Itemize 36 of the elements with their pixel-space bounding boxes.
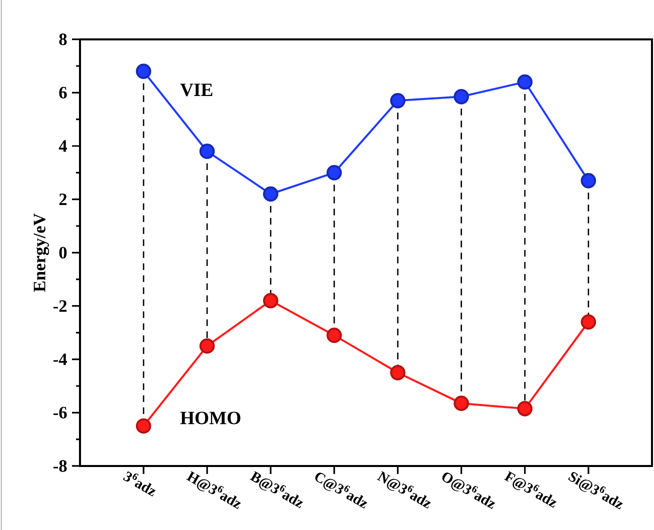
series-label: HOMO: [180, 412, 240, 424]
point: [454, 396, 469, 411]
x-tick-label: O@3$^{6}$adz: [442, 472, 496, 509]
x-tick-label: B@3$^{6}$adz: [250, 470, 304, 508]
point: [136, 64, 152, 79]
y-tick-label: -6: [53, 406, 67, 418]
series-label: VIE: [180, 84, 212, 96]
x-tick-label: C@3$^{6}$adz: [315, 472, 368, 509]
point: [199, 144, 215, 159]
point: [390, 92, 406, 108]
point: [454, 88, 469, 104]
y-tick-label: -4: [53, 354, 67, 366]
y-tick-label: 0: [59, 246, 67, 259]
y-tick-label: -2: [53, 300, 67, 312]
point: [517, 74, 533, 90]
point: [262, 292, 278, 308]
y-axis-title: Energy/eV: [34, 213, 50, 292]
y-tick-label: 8: [59, 33, 67, 46]
point: [580, 172, 596, 188]
point: [326, 328, 342, 343]
point: [199, 338, 215, 354]
x-tick-label: N@3$^{6}$adz: [376, 470, 431, 509]
y-tick-label: 4: [58, 140, 67, 152]
x-tick-label: F@3$^{6}$adz: [504, 470, 557, 508]
point: [136, 418, 152, 434]
point: [580, 314, 596, 330]
y-tick-label: -8: [53, 460, 67, 472]
y-tick-label: 2: [59, 194, 67, 206]
y-tick-label: 6: [59, 86, 67, 98]
point: [262, 186, 278, 202]
point: [390, 364, 406, 380]
x-tick-label: Si@3$^{6}$adz: [568, 472, 623, 510]
x-tick-label: 3$^{6}$adz: [123, 471, 156, 496]
x-tick-label: H@3$^{6}$adz: [186, 470, 241, 509]
point: [326, 164, 342, 180]
point: [517, 400, 533, 416]
